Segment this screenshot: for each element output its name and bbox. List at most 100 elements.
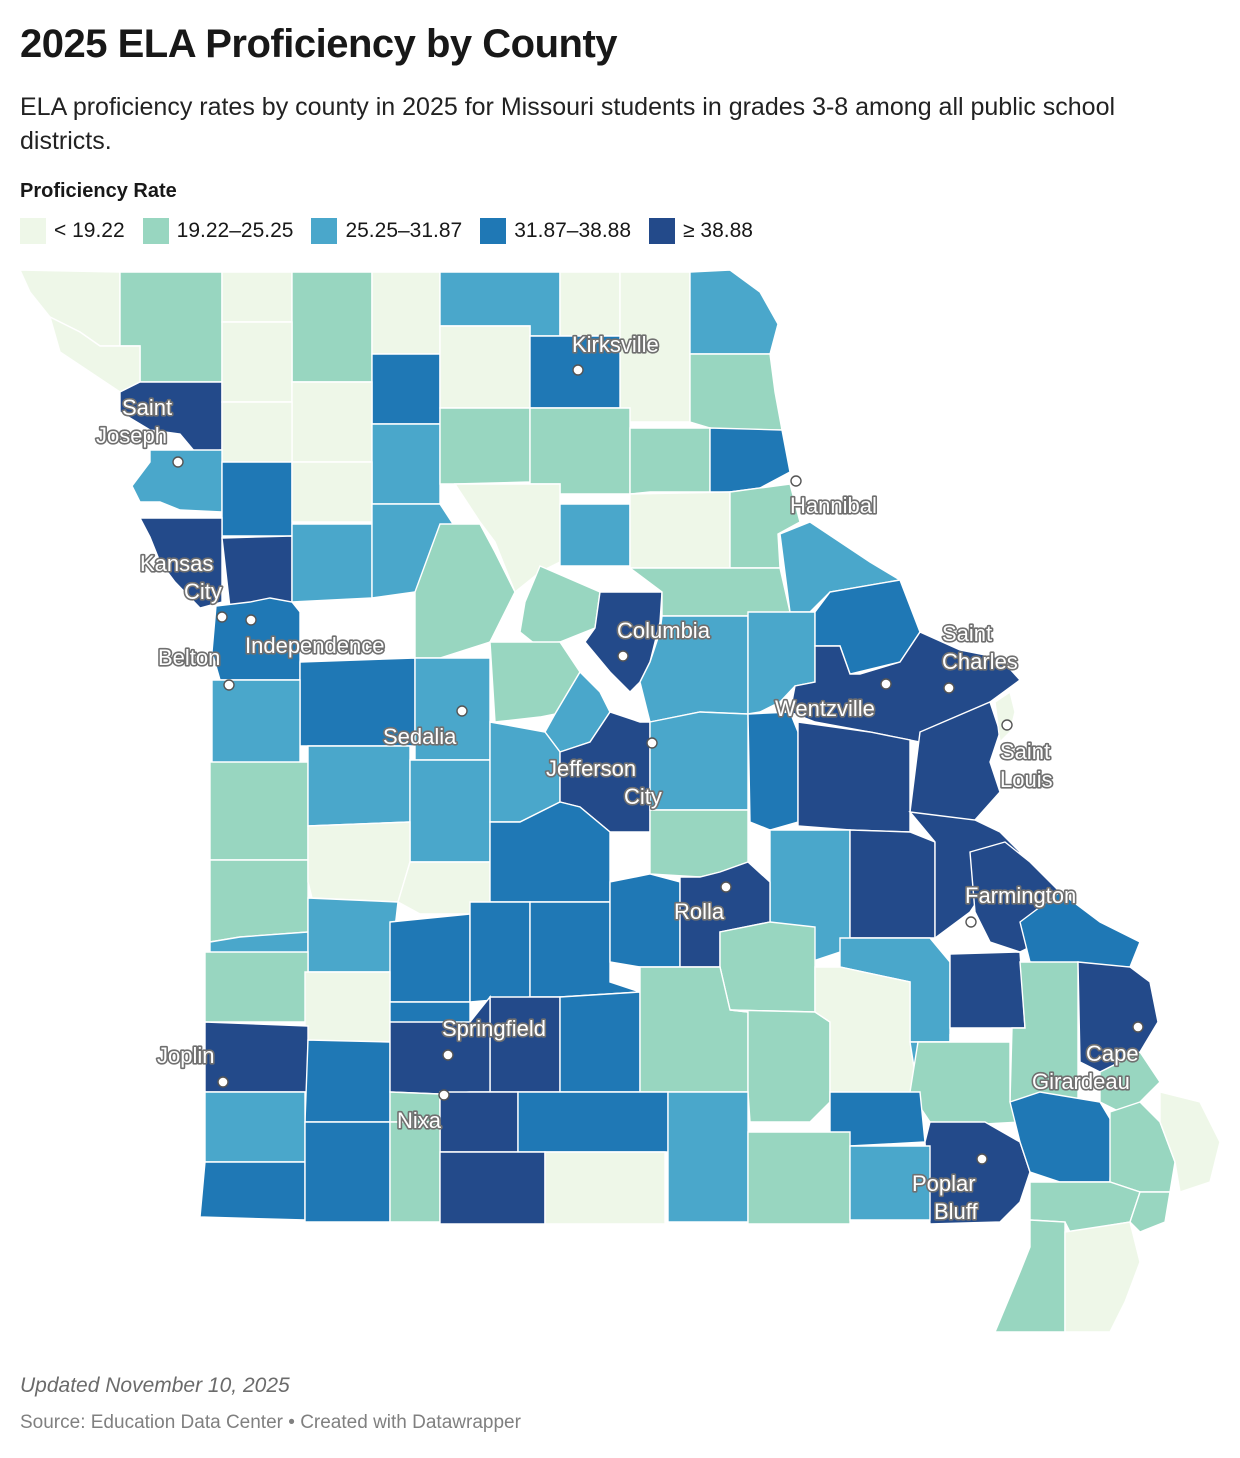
county	[371, 423, 441, 505]
county	[204, 951, 309, 1023]
city-label: Kansas	[140, 551, 213, 576]
county	[389, 913, 471, 1003]
county	[389, 1121, 441, 1223]
city-markers: Kirksville Saint Joseph Hannibal Kansas …	[94, 330, 1144, 1226]
county	[609, 873, 681, 968]
city-label: Wentzville	[775, 696, 875, 721]
county	[747, 1131, 851, 1225]
county	[1159, 1091, 1221, 1193]
county	[199, 1161, 306, 1221]
county	[209, 859, 309, 943]
city-dot	[438, 1089, 450, 1101]
county	[211, 597, 301, 681]
city-label: City	[624, 784, 662, 809]
county	[797, 721, 911, 833]
county	[291, 271, 373, 383]
city-label: Bluff	[934, 1199, 979, 1224]
city-label: Joseph	[96, 423, 167, 448]
county	[1129, 1191, 1171, 1233]
county	[304, 971, 391, 1043]
county	[1077, 961, 1159, 1073]
county	[689, 269, 779, 355]
county	[559, 991, 641, 1093]
city-dot	[442, 1049, 454, 1061]
city-dot	[976, 1153, 988, 1165]
county	[649, 711, 749, 811]
legend-label: 19.22–25.25	[176, 219, 294, 242]
city-dot	[217, 1076, 229, 1088]
city-dot	[720, 881, 732, 893]
county	[559, 271, 621, 337]
county	[204, 1091, 306, 1163]
city-label: Independence	[245, 633, 384, 658]
county	[371, 353, 441, 425]
city-dot	[223, 679, 235, 691]
legend-item: ≥ 38.88	[649, 218, 753, 244]
missouri-county-map: Kirksville Saint Joseph Hannibal Kansas …	[18, 269, 1221, 1333]
county	[307, 745, 411, 827]
legend-swatch	[20, 218, 46, 244]
county	[221, 461, 293, 537]
county	[629, 427, 711, 495]
city-dot	[943, 682, 955, 694]
county	[584, 591, 663, 693]
city-label: Belton	[158, 645, 220, 670]
county	[719, 921, 816, 1013]
county	[629, 491, 731, 569]
county	[667, 1091, 749, 1223]
city-label: Saint	[122, 395, 172, 420]
county	[307, 821, 411, 903]
county	[544, 1151, 666, 1225]
county	[291, 461, 373, 523]
chart-subtitle: ELA proficiency rates by county in 2025 …	[20, 93, 1116, 155]
chart-title: 2025 ELA Proficiency by County	[20, 22, 618, 66]
city-dot	[172, 456, 184, 468]
city-dot	[790, 475, 802, 487]
county	[529, 407, 631, 495]
county	[409, 759, 491, 863]
legend-label: 31.87–38.88	[514, 219, 632, 242]
city-label: Kirksville	[572, 332, 659, 357]
county	[209, 761, 309, 861]
city-label: Charles	[942, 649, 1018, 674]
county	[304, 1121, 391, 1223]
county	[709, 427, 791, 493]
county	[909, 1041, 1022, 1125]
city-label: Saint	[942, 621, 992, 646]
county	[747, 711, 799, 831]
county	[1064, 1221, 1141, 1333]
city-dot	[617, 650, 629, 662]
city-dot	[965, 916, 977, 928]
county	[849, 1145, 931, 1221]
county	[291, 523, 373, 603]
county-layer	[18, 269, 1221, 1333]
county	[949, 951, 1026, 1029]
county	[489, 996, 561, 1093]
county	[829, 1091, 926, 1147]
city-label: Joplin	[157, 1043, 214, 1068]
county	[371, 271, 441, 355]
legend-swatch	[142, 218, 169, 244]
county	[814, 966, 919, 1103]
legend-item: 31.87–38.88	[480, 218, 631, 244]
county	[439, 407, 531, 485]
city-dot	[880, 678, 892, 690]
city-dot	[1001, 719, 1013, 731]
city-label: Saint	[1000, 739, 1050, 764]
updated-note: Updated November 10, 2025	[20, 1374, 290, 1397]
legend-item: 19.22–25.25	[142, 218, 294, 244]
county	[304, 1039, 391, 1123]
city-label: Hannibal	[790, 493, 877, 518]
legend-swatch	[311, 218, 338, 244]
county	[517, 1091, 669, 1153]
county	[138, 517, 223, 609]
city-dot	[456, 705, 468, 717]
legend-item: 25.25–31.87	[311, 218, 462, 244]
city-dot	[572, 364, 584, 376]
county	[307, 897, 399, 973]
city-label: Louis	[1000, 767, 1053, 792]
county	[221, 271, 293, 323]
legend-swatch	[480, 218, 507, 244]
county	[439, 1091, 519, 1153]
county	[439, 325, 531, 409]
